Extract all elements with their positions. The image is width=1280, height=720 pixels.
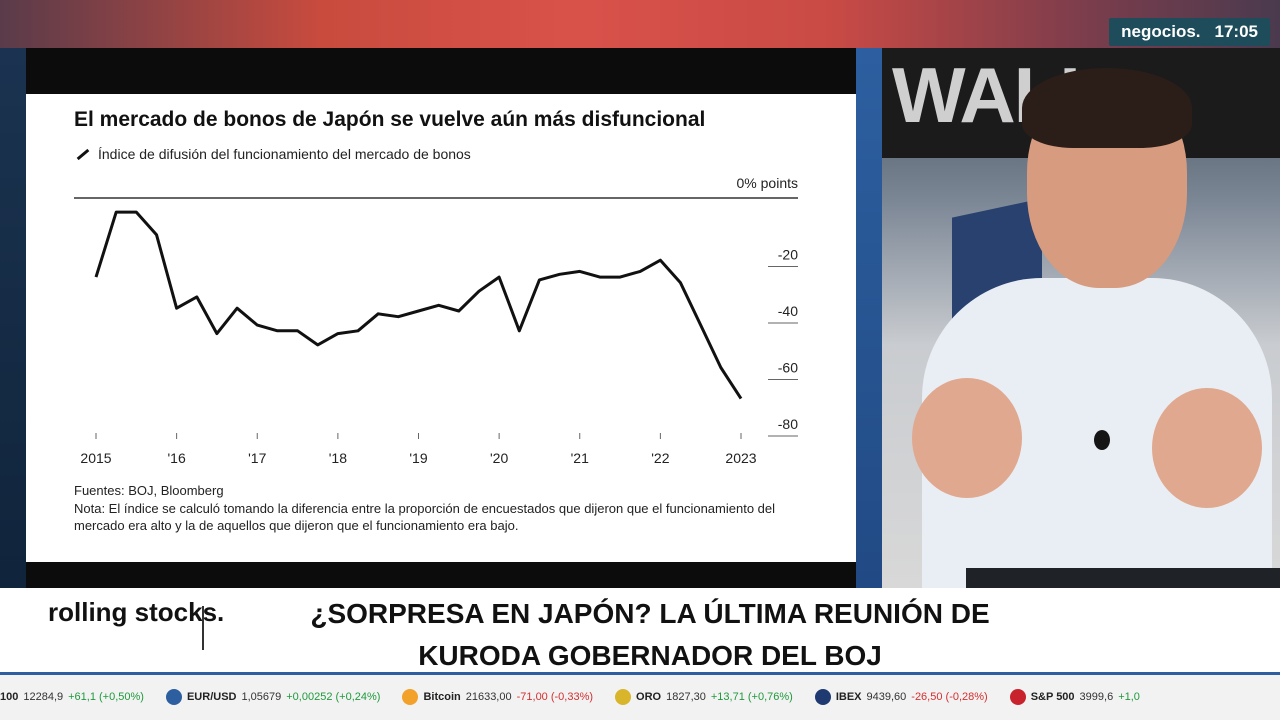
- chart-source: Fuentes: BOJ, Bloomberg: [74, 483, 224, 498]
- ticker-item: Bitcoin 21633,00 -71,00 (-0,33%): [402, 689, 593, 705]
- presenter-hair: [1022, 68, 1192, 148]
- x-tick-label: '19: [409, 450, 427, 466]
- legend-label: Índice de difusión del funcionamiento de…: [98, 146, 471, 162]
- x-tick-label: '22: [651, 450, 669, 466]
- ticker-item: 100 12284,9 +61,1 (+0,50%): [0, 691, 144, 703]
- ticker-change: +1,0: [1118, 691, 1140, 703]
- presenter-video: WALL: [882, 48, 1280, 588]
- show-name-text: rolling stocks.: [48, 597, 225, 627]
- ticker-name: S&P 500: [1030, 691, 1075, 703]
- x-tick-label: '20: [490, 450, 508, 466]
- chart-frame-bottom: [26, 562, 856, 588]
- channel-brand: negocios.: [1121, 22, 1201, 41]
- series-line: [94, 210, 743, 400]
- presenter-right-hand: [1152, 388, 1262, 508]
- chart-frame-top: [26, 48, 856, 94]
- lower-third-divider: [202, 606, 204, 650]
- ticker-name: EUR/USD: [186, 691, 237, 703]
- ticker-row: 100 12284,9 +61,1 (+0,50%) EUR/USD 1,05679 +0…: [0, 685, 1162, 709]
- lower-third: rolling stocks. ¿SORPRESA EN JAPÓN? LA Ú…: [0, 588, 1280, 672]
- ticker-change: -26,50 (-0,28%): [911, 691, 988, 703]
- ticker-name: IBEX: [835, 691, 862, 703]
- show-name: rolling stocks.: [48, 598, 224, 627]
- clock: 17:05: [1214, 22, 1258, 41]
- bitcoin-icon: [402, 689, 419, 705]
- sp500-icon: [1009, 689, 1026, 705]
- ticker-change: -71,00 (-0,33%): [516, 691, 594, 703]
- y-unit-label: 0% points: [737, 175, 798, 191]
- left-background-strip: [0, 48, 26, 588]
- x-tick-label: '17: [248, 450, 266, 466]
- ticker-item: ORO 1827,30 +13,71 (+0,76%): [615, 689, 793, 705]
- ticker-value: 12284,9: [23, 691, 64, 703]
- ticker-item: EUR/USD 1,05679 +0,00252 (+0,24%): [165, 689, 381, 705]
- x-tick-label: '16: [168, 450, 186, 466]
- desk-monitor: [966, 568, 1280, 588]
- chart-legend: Índice de difusión del funcionamiento de…: [76, 146, 471, 162]
- ticker-item: S&P 500 3999,6 +1,0: [1009, 689, 1140, 705]
- ticker-change: +61,1 (+0,50%): [68, 691, 144, 703]
- presenter-left-hand: [912, 378, 1022, 498]
- ticker-change: +0,00252 (+0,24%): [286, 691, 381, 703]
- lapel-mic-icon: [1094, 430, 1110, 450]
- channel-brand-box: negocios. 17:05: [1109, 18, 1270, 46]
- y-tick-label: -80: [778, 416, 798, 432]
- chart-title: El mercado de bonos de Japón se vuelve a…: [74, 108, 706, 131]
- x-tick-label: 2015: [80, 450, 111, 466]
- chart-note: Nota: El índice se calculó tomando la di…: [74, 501, 776, 533]
- y-tick-label: -20: [778, 247, 798, 263]
- ticker-value: 21633,00: [465, 691, 512, 703]
- market-ticker: 100 12284,9 +61,1 (+0,50%) EUR/USD 1,05679 +0…: [0, 672, 1280, 720]
- ticker-value: 3999,6: [1079, 691, 1114, 703]
- ticker-value: 1827,30: [666, 691, 706, 703]
- ticker-value: 9439,60: [866, 691, 907, 703]
- y-tick-label: -60: [778, 360, 798, 376]
- line-chart: 0% points -20 -40 -60 -80 2015 '16 '17 '18 '19 '20…: [74, 175, 798, 466]
- currency-icon: [165, 689, 182, 705]
- x-tick-label: 2023: [725, 450, 756, 466]
- ticker-item: IBEX 9439,60 -26,50 (-0,28%): [814, 689, 988, 705]
- ticker-name: ORO: [636, 691, 662, 703]
- ticker-change: +13,71 (+0,76%): [710, 691, 793, 703]
- ticker-value: 1,05679: [241, 691, 282, 703]
- headline: ¿SORPRESA EN JAPÓN? LA ÚLTIMA REUNIÓN DE…: [310, 598, 990, 671]
- right-background-strip: [856, 48, 882, 588]
- y-tick-label: -40: [778, 303, 798, 319]
- ticker-name: 100: [0, 691, 19, 703]
- ticker-name: Bitcoin: [423, 691, 461, 703]
- chart-card: El mercado de bonos de Japón se vuelve a…: [26, 94, 856, 562]
- index-icon: [814, 689, 831, 705]
- top-banner: negocios. 17:05: [0, 0, 1280, 48]
- x-tick-label: '18: [329, 450, 347, 466]
- x-tick-label: '21: [571, 450, 589, 466]
- gold-icon: [615, 689, 632, 705]
